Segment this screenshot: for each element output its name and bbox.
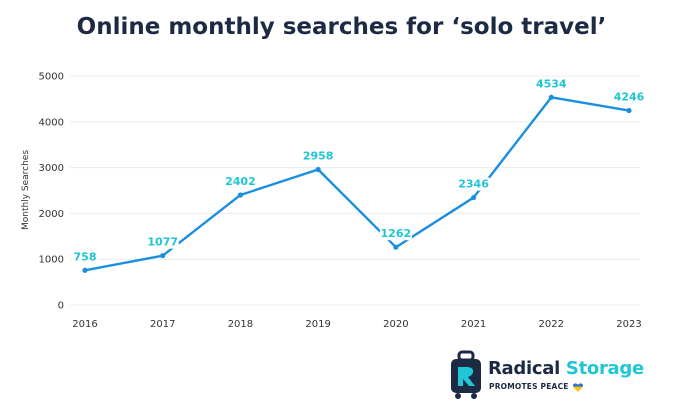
data-label-bg: [146, 235, 179, 249]
y-tick-label: 4000: [39, 117, 64, 128]
y-tick-label: 3000: [39, 163, 64, 174]
data-point: [315, 166, 321, 173]
y-axis-label: Monthly Searches: [21, 150, 31, 230]
x-tick-label: 2021: [461, 319, 486, 330]
data-label: 2958: [303, 150, 334, 163]
x-tick-label: 2019: [305, 319, 330, 330]
data-label: 4246: [614, 91, 645, 104]
data-label-bg: [379, 227, 412, 241]
x-tick-label: 2018: [228, 319, 253, 330]
logo-wordmark: Radical Storage: [488, 358, 644, 379]
logo-word-radical: Radical: [488, 358, 560, 379]
chart-title: Online monthly searches for ‘solo travel…: [76, 14, 607, 40]
y-tick-label: 5000: [39, 72, 64, 83]
data-labels: 758 1077 2402 2958 1262 2346 4534 4246: [72, 77, 645, 264]
data-label-bg: [302, 149, 335, 163]
data-label-bg: [535, 77, 568, 91]
y-tick-labels: 0 1000 2000 3000 4000 5000: [39, 72, 64, 312]
data-label: 2402: [225, 175, 256, 188]
data-label-bg: [613, 90, 645, 104]
data-label: 758: [74, 250, 97, 263]
x-tick-label: 2016: [72, 319, 97, 330]
logo-tagline-text: PROMOTES PEACE: [489, 382, 569, 391]
data-label: 1262: [381, 227, 412, 240]
x-tick-label: 2020: [383, 319, 408, 330]
data-label: 4534: [536, 77, 567, 90]
data-point: [548, 94, 554, 100]
y-tick-label: 0: [58, 301, 64, 312]
data-point: [626, 107, 632, 114]
data-point: [160, 253, 166, 259]
data-label: 2346: [458, 178, 489, 191]
y-tick-label: 1000: [39, 255, 64, 266]
logo-tagline: PROMOTES PEACE: [489, 382, 584, 392]
x-tick-label: 2023: [616, 319, 641, 330]
data-label-bg: [72, 250, 98, 264]
data-label-bg: [224, 174, 257, 188]
x-tick-label: 2022: [539, 319, 564, 330]
x-tick-label: 2017: [150, 319, 175, 330]
y-tick-label: 2000: [39, 209, 64, 220]
gridlines: [70, 75, 640, 306]
logo-word-storage: Storage: [565, 358, 644, 379]
luggage-icon: [451, 350, 481, 399]
radical-storage-logo: Radical Storage PROMOTES PEACE: [448, 350, 674, 400]
data-point: [393, 244, 399, 250]
data-label-bg: [457, 177, 490, 191]
data-label: 1077: [147, 236, 178, 249]
heart-icon: [573, 382, 584, 392]
x-tick-labels: 2016 2017 2018 2019 2020 2021 2022 2023: [72, 319, 641, 330]
data-point: [470, 194, 477, 201]
data-point: [237, 192, 244, 198]
data-point: [82, 267, 88, 273]
